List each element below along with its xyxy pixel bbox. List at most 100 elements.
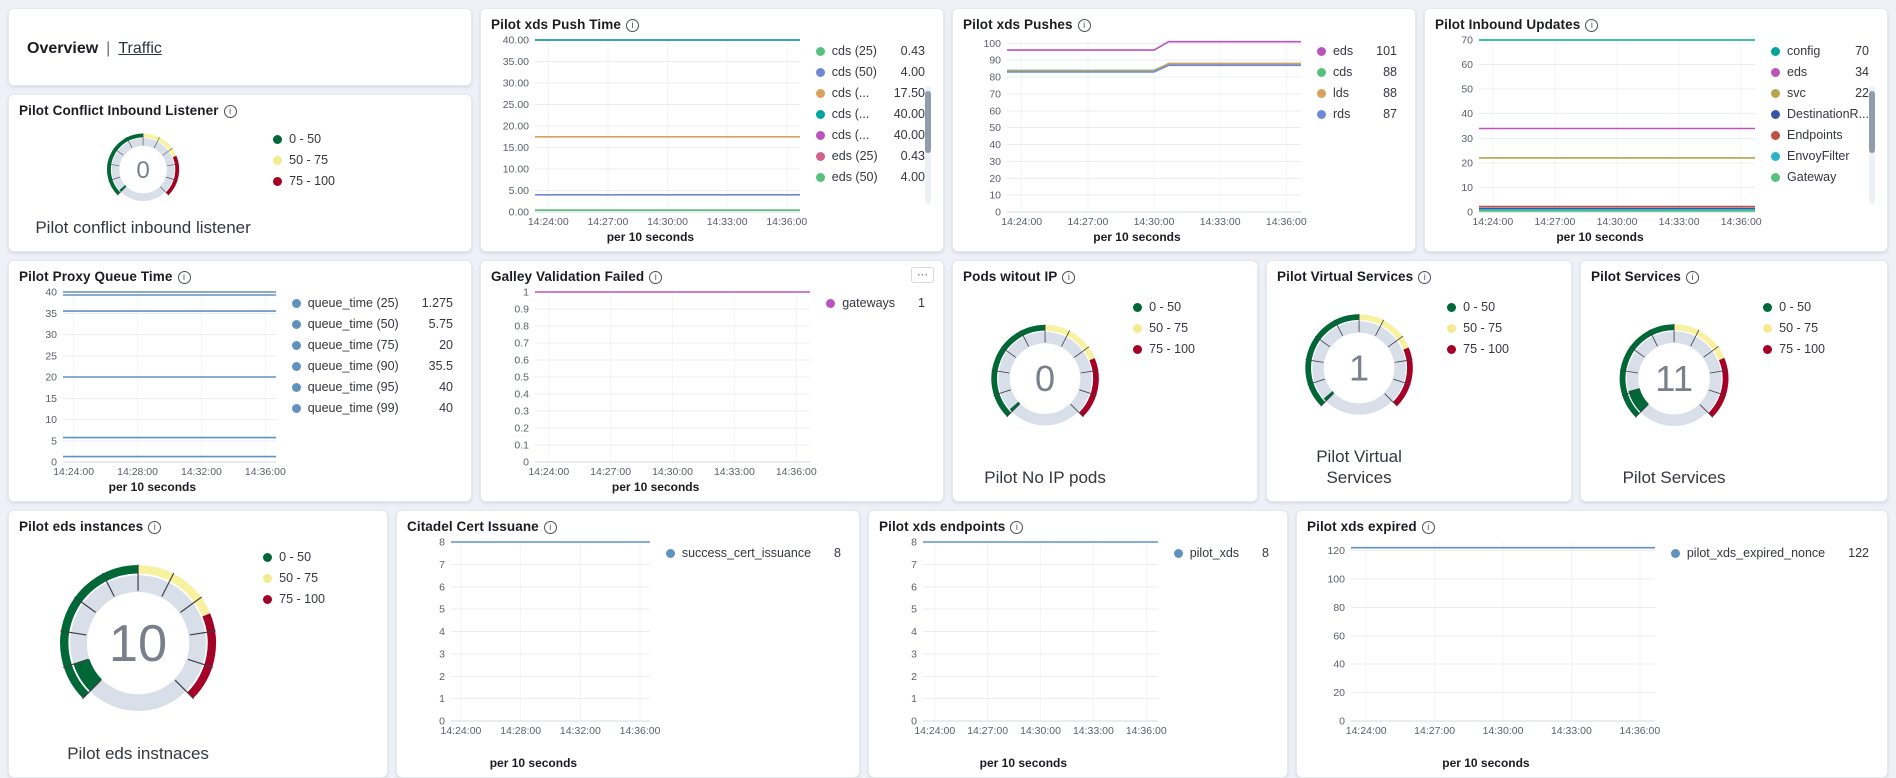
legend-item[interactable]: 75 - 100 <box>273 174 335 188</box>
panel-header[interactable]: Pilot Virtual Services <box>1277 269 1561 284</box>
legend-item[interactable]: 0 - 50 <box>1133 300 1195 314</box>
y-tick-label: 70 <box>989 88 1001 100</box>
legend-item[interactable]: 0 - 50 <box>263 550 325 564</box>
y-tick-label: 1 <box>911 693 917 705</box>
legend-item[interactable]: EnvoyFilter <box>1771 149 1869 163</box>
legend-scrollbar-thumb[interactable] <box>925 91 931 153</box>
legend-scrollbar-thumb[interactable] <box>1869 91 1875 153</box>
panel-header[interactable]: Pods witout IP <box>963 269 1247 284</box>
panel-header[interactable]: Pilot Proxy Queue Time <box>19 269 461 284</box>
legend-item[interactable]: 50 - 75 <box>273 153 335 167</box>
legend-label: queue_time (75) <box>307 338 399 352</box>
panel-header[interactable]: Pilot xds Push Time <box>491 17 933 32</box>
x-tick-label: 14:28:00 <box>500 725 541 737</box>
legend-item[interactable]: eds (50) 4.00 <box>815 170 925 184</box>
legend-item[interactable]: Gateway <box>1771 170 1869 184</box>
legend-item[interactable]: queue_time (95) 40 <box>291 380 453 394</box>
x-tick-label: 14:33:00 <box>1551 725 1592 737</box>
info-icon[interactable] <box>177 270 191 284</box>
line-chart[interactable]: 14:24:00 14:27:00 14:30:00 14:33:00 14:36:00… <box>1435 34 1765 229</box>
gauge-canvas: 0 <box>991 324 1099 426</box>
info-icon[interactable] <box>1062 270 1076 284</box>
panel-options-button[interactable] <box>911 267 934 283</box>
line-chart[interactable]: 14:24:00 14:27:00 14:30:00 14:33:00 14:36:00… <box>963 34 1311 229</box>
legend-item[interactable]: rds 87 <box>1316 107 1397 121</box>
legend-item[interactable]: cds (25) 0.43 <box>815 44 925 58</box>
legend-item[interactable]: eds 34 <box>1771 65 1869 79</box>
panel-header[interactable]: Citadel Cert Issuane <box>407 519 849 534</box>
panel-header[interactable]: Pilot Inbound Updates <box>1435 17 1877 32</box>
legend-item[interactable]: 75 - 100 <box>1447 342 1509 356</box>
legend-item[interactable]: cds (... 17.50 <box>815 86 925 100</box>
legend-item[interactable]: svc 22 <box>1771 86 1869 100</box>
legend-item[interactable]: 0 - 50 <box>1763 300 1825 314</box>
info-icon[interactable] <box>625 18 639 32</box>
x-tick-label: 14:36:00 <box>1721 216 1762 228</box>
legend-item[interactable]: queue_time (50) 5.75 <box>291 317 453 331</box>
panel-pilot-virtual-services: Pilot Virtual Services 1 Pilot Virtual S… <box>1266 260 1572 502</box>
legend-item[interactable]: 50 - 75 <box>263 571 325 585</box>
panel-header[interactable]: Pilot xds endpoints <box>879 519 1277 534</box>
panel-header[interactable]: Pilot Services <box>1591 269 1877 284</box>
info-icon[interactable] <box>1585 18 1599 32</box>
nav-link-overview[interactable]: Overview <box>27 39 99 57</box>
legend-item[interactable]: queue_time (25) 1.275 <box>291 296 453 310</box>
legend-item[interactable]: config 70 <box>1771 44 1869 58</box>
legend-item[interactable]: 75 - 100 <box>1763 342 1825 356</box>
legend-item[interactable]: 75 - 100 <box>263 592 325 606</box>
panel-header[interactable]: Galley Validation Failed <box>491 269 933 284</box>
legend-item[interactable]: queue_time (99) 40 <box>291 401 453 415</box>
info-icon[interactable] <box>543 520 557 534</box>
panel-header[interactable]: Pilot Conflict Inbound Listener <box>19 103 461 118</box>
info-icon[interactable] <box>148 520 162 534</box>
legend-item[interactable]: 50 - 75 <box>1447 321 1509 335</box>
info-icon[interactable] <box>1685 270 1699 284</box>
legend-item[interactable]: gateways 1 <box>826 296 925 310</box>
y-tick-label: 30 <box>989 156 1001 168</box>
legend-item[interactable]: queue_time (75) 20 <box>291 338 453 352</box>
legend-item[interactable]: cds (... 40.00 <box>815 128 925 142</box>
panel-header[interactable]: Pilot eds instances <box>19 519 377 534</box>
legend-item[interactable]: 0 - 50 <box>273 132 335 146</box>
legend-item[interactable]: cds 88 <box>1316 65 1397 79</box>
legend-dot <box>815 172 825 182</box>
x-axis-label: per 10 seconds <box>606 230 695 244</box>
info-icon[interactable] <box>1077 18 1091 32</box>
legend-item[interactable]: DestinationR... <box>1771 107 1869 121</box>
legend-item[interactable]: lds 88 <box>1316 86 1397 100</box>
legend-scrollbar[interactable] <box>925 86 931 204</box>
legend-item[interactable]: 0 - 50 <box>1447 300 1509 314</box>
panel-header[interactable]: Pilot xds expired <box>1307 519 1877 534</box>
info-icon[interactable] <box>1010 520 1024 534</box>
legend-dot <box>1771 67 1781 77</box>
info-icon[interactable] <box>1418 270 1432 284</box>
info-icon[interactable] <box>649 270 663 284</box>
legend-item[interactable]: pilot_xds_expired_nonce 122 <box>1670 546 1869 560</box>
legend-item[interactable]: 50 - 75 <box>1763 321 1825 335</box>
info-icon[interactable] <box>223 104 237 118</box>
legend-item[interactable]: eds (25) 0.43 <box>815 149 925 163</box>
line-chart[interactable]: 14:24:00 14:28:00 14:32:00 14:36:00 40 35 30 25… <box>19 286 286 479</box>
legend-item[interactable]: cds (... 40.00 <box>815 107 925 121</box>
legend-item[interactable]: Endpoints <box>1771 128 1869 142</box>
legend-item[interactable]: queue_time (90) 35.5 <box>291 359 453 373</box>
legend-label: cds (50) <box>831 65 877 79</box>
panel-header[interactable]: Pilot xds Pushes <box>963 17 1405 32</box>
legend-item[interactable]: 50 - 75 <box>1133 321 1195 335</box>
line-chart[interactable]: 14:24:00 14:27:00 14:30:00 14:33:00 14:36:00… <box>491 34 810 229</box>
legend-item[interactable]: eds 101 <box>1316 44 1397 58</box>
legend-scrollbar[interactable] <box>1869 86 1875 204</box>
legend-label: Endpoints <box>1787 128 1843 142</box>
panel-title-text: Pilot xds expired <box>1307 519 1417 534</box>
nav-link-traffic[interactable]: Traffic <box>118 39 162 57</box>
line-chart[interactable]: 14:24:00 14:28:00 14:32:00 14:36:00 8 7 6 5 4 3 2 1… <box>407 536 660 755</box>
legend-value: 20 <box>439 338 453 352</box>
legend-item[interactable]: success_cert_issuance 8 <box>665 546 841 560</box>
legend-item[interactable]: 75 - 100 <box>1133 342 1195 356</box>
line-chart[interactable]: 14:24:00 14:27:00 14:30:00 14:33:00 14:36:00… <box>491 286 820 479</box>
legend-item[interactable]: cds (50) 4.00 <box>815 65 925 79</box>
info-icon[interactable] <box>1421 520 1435 534</box>
legend-item[interactable]: pilot_xds 8 <box>1173 546 1269 560</box>
line-chart[interactable]: 14:24:00 14:27:00 14:30:00 14:33:00 14:36:00… <box>879 536 1168 755</box>
line-chart[interactable]: 14:24:00 14:27:00 14:30:00 14:33:00 14:36:00… <box>1307 536 1665 755</box>
